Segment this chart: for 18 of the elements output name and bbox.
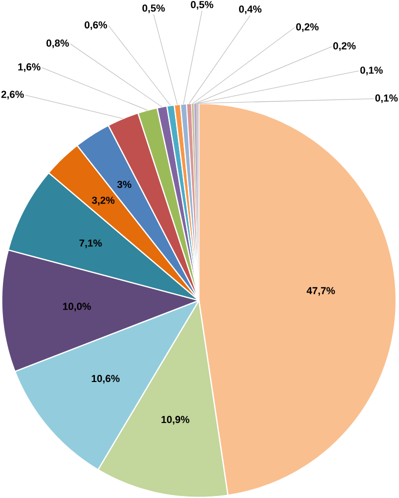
data-label: 3% (117, 180, 132, 188)
data-label: 2,6% (1, 90, 24, 100)
data-label: 0,8% (46, 40, 69, 48)
data-label: 0,4% (239, 6, 262, 14)
data-label: 10,9% (162, 416, 190, 425)
data-label: 3,2% (92, 196, 114, 206)
data-label: 1,6% (18, 63, 40, 72)
data-label: 0,2% (333, 42, 356, 51)
data-label: 7,1% (79, 240, 102, 248)
data-label: 0,2% (296, 23, 319, 32)
data-label: 0,6% (84, 21, 108, 30)
data-label: 10,6% (92, 374, 120, 384)
data-label: 47,7% (306, 287, 335, 296)
data-label: 0,1% (375, 94, 398, 104)
data-label: 0,1% (360, 66, 383, 76)
data-label: 0,5% (190, 1, 214, 10)
data-label: 10,0% (63, 302, 91, 312)
data-label: 0,5% (142, 4, 165, 14)
